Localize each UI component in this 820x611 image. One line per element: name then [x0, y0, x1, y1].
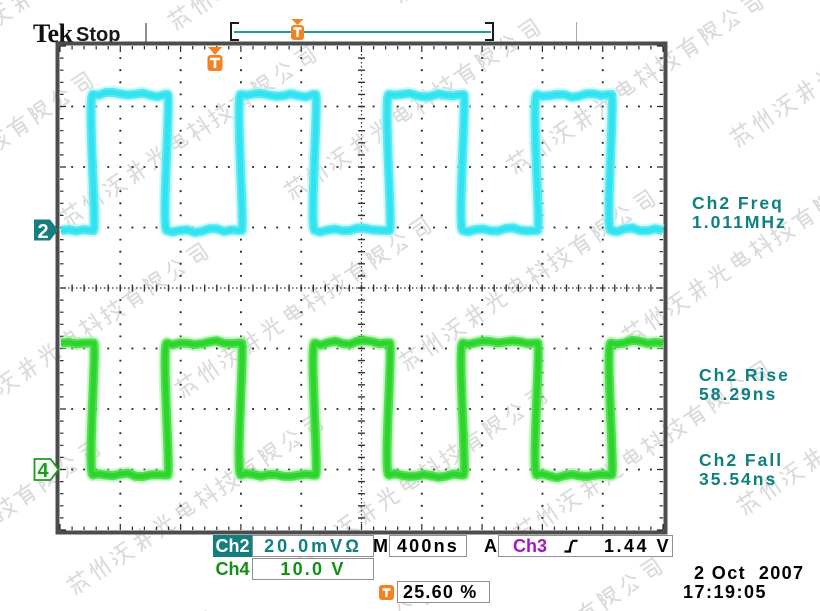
svg-text:4: 4 — [37, 460, 49, 482]
svg-text:2: 2 — [37, 221, 48, 243]
